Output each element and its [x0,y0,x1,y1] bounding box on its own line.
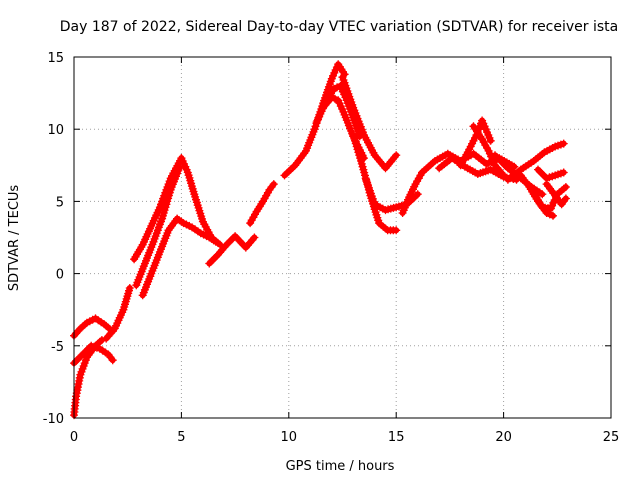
data-point [499,171,508,180]
y-tick-label: -5 [51,340,64,355]
satellite-track-10 [205,232,259,268]
y-tick-label: 5 [56,195,64,210]
series-line [174,215,219,245]
data-point [559,168,568,177]
y-tick-label: 10 [47,123,64,138]
satellite-track-3 [70,341,117,368]
plot-frame [73,56,612,419]
data-point [108,356,117,365]
data-point [269,180,278,189]
data-point [561,194,570,203]
data-point [486,136,495,145]
satellite-track-6 [132,164,184,290]
satellite-track-16 [349,131,401,235]
data-point [538,190,547,199]
satellite-track-15 [338,73,401,173]
y-tick-label: 15 [47,51,64,66]
x-tick-label: 10 [281,430,298,445]
data-point [250,233,259,242]
data-point [392,151,401,160]
chart-title: Day 187 of 2022, Sidereal Day-to-day VTE… [60,19,618,35]
data-point [211,237,220,246]
y-tick-label: -10 [43,412,64,427]
x-tick-label: 20 [495,430,512,445]
axis-ticks: 0 5 10 15 20 25 -10 -5 0 5 10 15 [43,51,620,445]
satellite-track-11 [246,180,278,228]
y-tick-label: 0 [56,268,64,283]
x-tick-label: 15 [388,430,405,445]
grid [74,57,611,418]
x-tick-label: 0 [70,430,78,445]
data-point [559,139,568,148]
plot-area [70,60,570,420]
satellite-track-24 [503,139,568,184]
x-tick-label: 5 [177,430,185,445]
data-point [561,183,570,191]
x-axis-label: GPS time / hours [286,459,395,474]
satellite-track-4 [102,284,134,343]
satellite-track-9 [173,214,220,246]
data-point [549,211,557,220]
data-point [125,284,134,292]
data-point [413,190,422,199]
satellite-track-28 [542,180,570,209]
data-point [175,164,184,173]
data-point [510,162,519,171]
satellite-track-22 [469,122,508,180]
satellite-track-7 [138,214,182,300]
satellite-track-27 [534,165,568,183]
data-point [392,226,401,235]
x-tick-label: 25 [603,430,620,445]
satellite-track-26 [529,183,570,213]
y-axis-label: SDTVAR / TECUs [7,185,22,292]
